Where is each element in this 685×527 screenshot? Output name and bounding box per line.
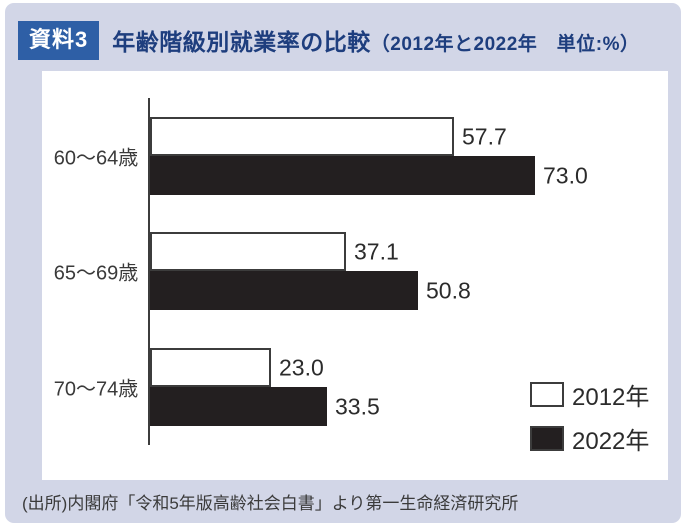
y-axis-line bbox=[148, 98, 150, 445]
bar-2012年-60～64歳 bbox=[150, 117, 454, 156]
bar-2022年-65～69歳 bbox=[150, 271, 418, 310]
chart-title-subtitle: （2012年と2022年 単位:%） bbox=[370, 34, 640, 55]
value-label-2012年-60～64歳: 57.7 bbox=[462, 123, 507, 149]
value-label-2012年-70～74歳: 23.0 bbox=[279, 354, 324, 380]
header: 資料3 年齢階級別就業率の比較（2012年と2022年 単位:%） bbox=[18, 17, 673, 63]
legend-item-2012: 2012年 bbox=[530, 377, 649, 412]
value-label-2022年-65～69歳: 50.8 bbox=[426, 277, 471, 303]
category-label-2: 70～74歳 bbox=[53, 378, 139, 401]
bar-2012年-70～74歳 bbox=[150, 348, 271, 387]
source-note: (出所)内閣府「令和5年版高齢社会白書」より第一生命経済研究所 bbox=[22, 494, 519, 513]
legend-label-2012: 2012年 bbox=[572, 384, 650, 411]
legend: 2012年 2022年 bbox=[530, 377, 649, 465]
category-label-1: 65～69歳 bbox=[53, 262, 139, 285]
bar-2022年-70～74歳 bbox=[150, 387, 327, 426]
bar-2022年-60～64歳 bbox=[150, 156, 535, 195]
value-label-2022年-60～64歳: 73.0 bbox=[543, 162, 588, 188]
chart-panel: 60～64歳 57.7 73.0 65～69歳 37.1 50.8 70～74歳 23.0 33… bbox=[42, 71, 668, 480]
value-label-2022年-70～74歳: 33.5 bbox=[335, 393, 380, 419]
value-label-2012年-65～69歳: 37.1 bbox=[354, 238, 399, 264]
legend-item-2022: 2022年 bbox=[530, 421, 649, 456]
chart-title: 年齢階級別就業率の比較（2012年と2022年 単位:%） bbox=[112, 23, 639, 57]
legend-swatch-2012 bbox=[530, 382, 564, 407]
document-card: 資料3 年齢階級別就業率の比較（2012年と2022年 単位:%） 60～64歳… bbox=[5, 3, 681, 523]
chart-title-main: 年齢階級別就業率の比較 bbox=[112, 29, 371, 55]
bar-2012年-65～69歳 bbox=[150, 232, 346, 271]
legend-label-2022: 2022年 bbox=[572, 428, 650, 455]
document-number-badge: 資料3 bbox=[18, 20, 100, 60]
category-label-0: 60～64歳 bbox=[53, 147, 139, 170]
legend-swatch-2022 bbox=[530, 426, 564, 451]
